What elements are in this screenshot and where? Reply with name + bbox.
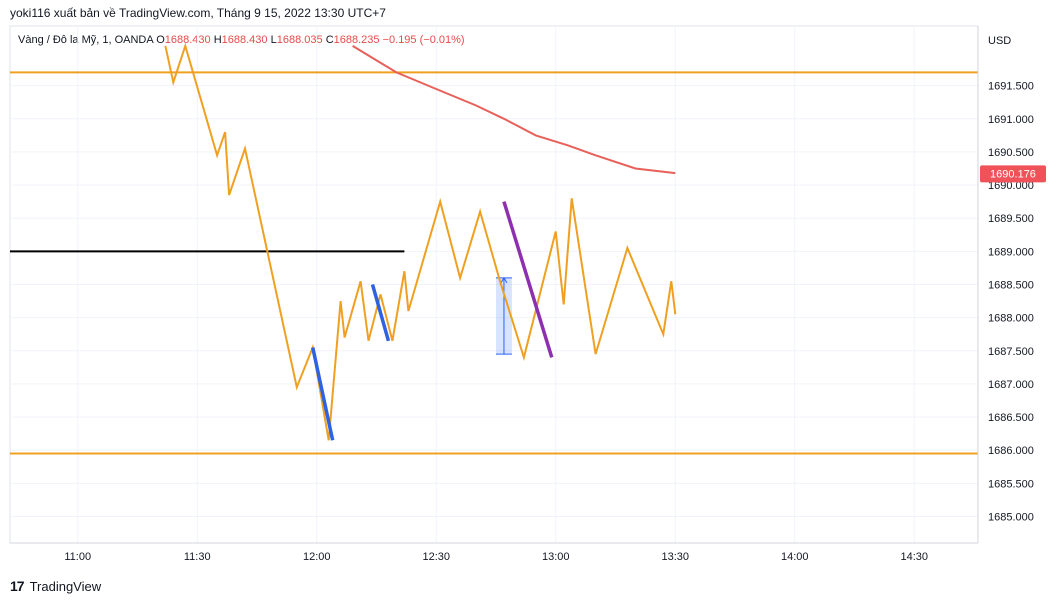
y-tick-label: 1691.000	[988, 114, 1034, 126]
axes: 1691.500 1691.000 1690.500 1690.000 1689.500…	[10, 26, 1046, 563]
legend-high-value: 1688.430	[221, 34, 268, 46]
x-tick-label: 13:30	[661, 551, 689, 563]
x-tick-label: 11:00	[64, 551, 91, 563]
trend-segment	[311, 347, 335, 441]
y-tick-label: 1690.000	[988, 180, 1034, 192]
trend-segment	[370, 284, 391, 342]
legend-open-value: 1688.430	[164, 34, 211, 46]
legend-symbol: Vàng / Đô la Mỹ, 1, OANDA	[18, 34, 154, 46]
y-tick-label: 1685.500	[988, 478, 1034, 490]
footer-brand: 17 TradingView	[10, 578, 101, 594]
x-tick-label: 12:30	[422, 551, 450, 563]
y-tick-label: 1688.500	[988, 280, 1034, 292]
x-tick-label: 14:30	[900, 551, 928, 563]
y-tick-label: 1688.000	[988, 313, 1034, 325]
legend-close-label: C	[325, 34, 334, 46]
series-layer	[164, 42, 677, 441]
currency-label: USD	[988, 35, 1011, 47]
tradingview-logo-icon: 17	[10, 578, 25, 594]
trend-segment	[502, 201, 554, 358]
price-range-arrowhead	[500, 276, 508, 284]
chart-header-title: yoki116 xuất bản về TradingView.com, Thá…	[10, 6, 386, 20]
x-tick-label: 14:00	[781, 551, 809, 563]
y-tick-label: 1691.500	[988, 81, 1034, 93]
y-tick-label: 1687.500	[988, 346, 1034, 358]
legend-low-label: L	[270, 34, 277, 46]
y-tick-label: 1686.000	[988, 445, 1034, 457]
drawn-segments	[311, 201, 554, 441]
y-tick-label: 1686.500	[988, 412, 1034, 424]
grid-layer	[9, 25, 979, 544]
x-tick-label: 11:30	[184, 551, 211, 563]
x-tick-label: 12:00	[303, 551, 331, 563]
y-tick-label: 1689.500	[988, 213, 1034, 225]
y-tick-label: 1690.500	[988, 147, 1034, 159]
range-box-layer	[495, 276, 512, 355]
legend-change: −0.195 (−0.01%)	[382, 34, 465, 46]
current-price-badge	[980, 165, 1046, 183]
y-tick-label: 1685.000	[988, 511, 1034, 523]
footer-brand-text: TradingView	[29, 578, 102, 594]
legend-low-value: 1688.035	[276, 34, 323, 46]
moving-average-line	[352, 45, 676, 175]
current-price-badge-label: 1690.176	[990, 168, 1036, 180]
y-tick-label: 1687.000	[988, 379, 1034, 391]
legend-open-label: O	[156, 34, 165, 46]
x-tick-label: 13:00	[542, 551, 570, 563]
price-series-line	[164, 42, 677, 441]
legend-close-value: 1688.235	[333, 34, 380, 46]
symbol-legend: Vàng / Đô la Mỹ, 1, OANDA O1688.430 H168…	[18, 34, 465, 46]
legend-high-label: H	[213, 34, 222, 46]
y-tick-label: 1689.000	[988, 246, 1034, 258]
